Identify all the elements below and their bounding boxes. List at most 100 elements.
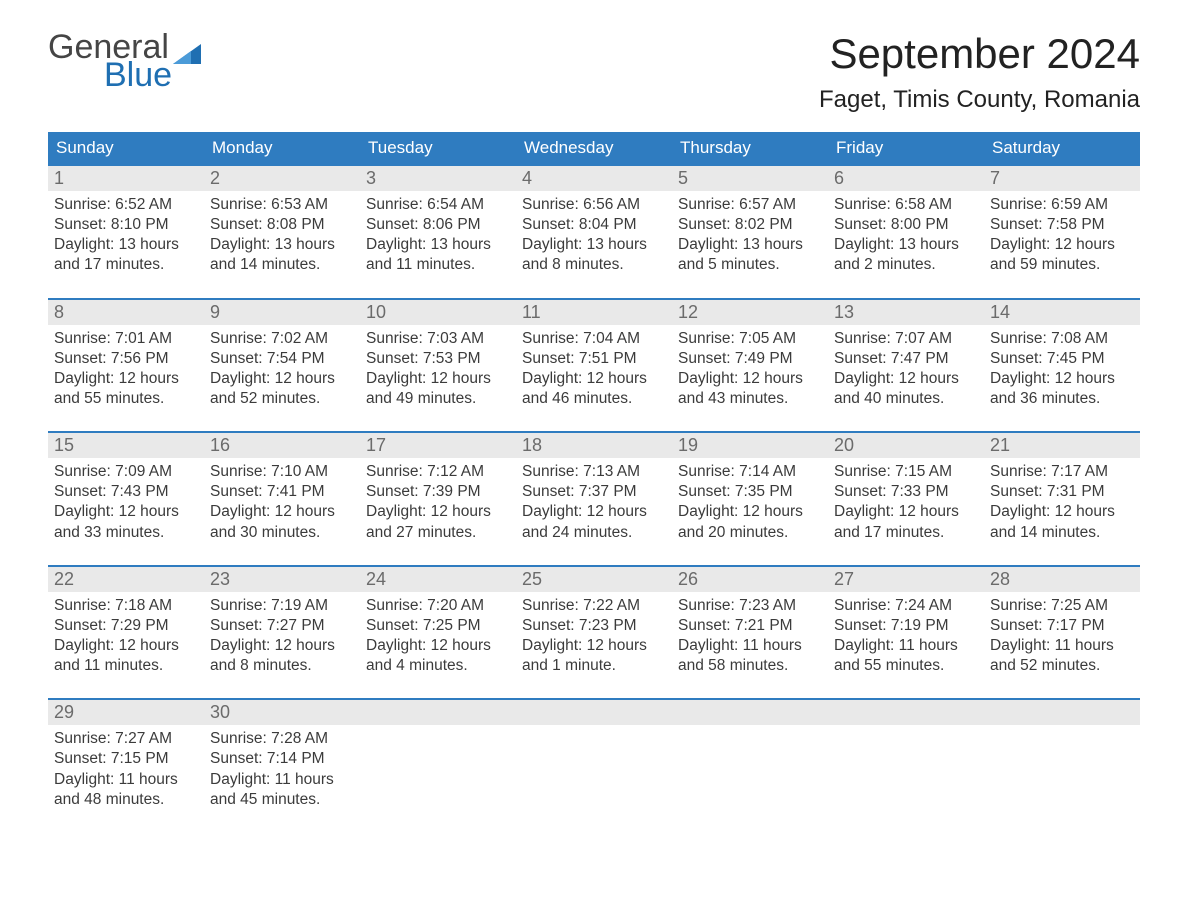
sunset-line: Sunset: 8:10 PM (54, 215, 198, 235)
day-cell: Sunrise: 6:59 AMSunset: 7:58 PMDaylight:… (984, 191, 1140, 298)
daylight-line: Daylight: 13 hours and 2 minutes. (834, 235, 978, 275)
sunrise-line: Sunrise: 7:25 AM (990, 596, 1134, 616)
day-cell: Sunrise: 7:18 AMSunset: 7:29 PMDaylight:… (48, 592, 204, 699)
day-number: 12 (672, 300, 828, 325)
sunrise-line: Sunrise: 7:09 AM (54, 462, 198, 482)
sunrise-line: Sunrise: 6:57 AM (678, 195, 822, 215)
week-row: 891011121314Sunrise: 7:01 AMSunset: 7:56… (48, 298, 1140, 432)
sunrise-line: Sunrise: 6:59 AM (990, 195, 1134, 215)
daylight-line: Daylight: 12 hours and 52 minutes. (210, 369, 354, 409)
title-block: September 2024 Faget, Timis County, Roma… (819, 30, 1140, 114)
daynum-row: 22232425262728 (48, 567, 1140, 592)
weekday-header-row: SundayMondayTuesdayWednesdayThursdayFrid… (48, 132, 1140, 164)
sunset-line: Sunset: 7:39 PM (366, 482, 510, 502)
day-number: 4 (516, 166, 672, 191)
day-cell: Sunrise: 7:08 AMSunset: 7:45 PMDaylight:… (984, 325, 1140, 432)
sunset-line: Sunset: 8:04 PM (522, 215, 666, 235)
sunset-line: Sunset: 8:08 PM (210, 215, 354, 235)
daylight-line: Daylight: 13 hours and 14 minutes. (210, 235, 354, 275)
day-cell: Sunrise: 7:04 AMSunset: 7:51 PMDaylight:… (516, 325, 672, 432)
daylight-line: Daylight: 12 hours and 17 minutes. (834, 502, 978, 542)
day-cell (984, 725, 1140, 832)
daylight-line: Daylight: 12 hours and 36 minutes. (990, 369, 1134, 409)
sunset-line: Sunset: 7:49 PM (678, 349, 822, 369)
day-cell: Sunrise: 7:27 AMSunset: 7:15 PMDaylight:… (48, 725, 204, 832)
sunrise-line: Sunrise: 7:03 AM (366, 329, 510, 349)
day-number: 11 (516, 300, 672, 325)
day-number: 3 (360, 166, 516, 191)
day-number: 8 (48, 300, 204, 325)
sunset-line: Sunset: 7:31 PM (990, 482, 1134, 502)
daylight-line: Daylight: 12 hours and 27 minutes. (366, 502, 510, 542)
sunset-line: Sunset: 7:43 PM (54, 482, 198, 502)
week-row: 15161718192021Sunrise: 7:09 AMSunset: 7:… (48, 431, 1140, 565)
header: General Blue September 2024 Faget, Timis… (48, 30, 1140, 114)
sunrise-line: Sunrise: 6:52 AM (54, 195, 198, 215)
day-number: 18 (516, 433, 672, 458)
day-cell: Sunrise: 7:09 AMSunset: 7:43 PMDaylight:… (48, 458, 204, 565)
sunrise-line: Sunrise: 7:23 AM (678, 596, 822, 616)
weekday-header: Tuesday (360, 132, 516, 164)
daylight-line: Daylight: 12 hours and 20 minutes. (678, 502, 822, 542)
day-number: 5 (672, 166, 828, 191)
day-number: 29 (48, 700, 204, 725)
day-number: 21 (984, 433, 1140, 458)
location: Faget, Timis County, Romania (819, 86, 1140, 114)
day-cell: Sunrise: 7:22 AMSunset: 7:23 PMDaylight:… (516, 592, 672, 699)
daylight-line: Daylight: 12 hours and 40 minutes. (834, 369, 978, 409)
day-cell: Sunrise: 7:24 AMSunset: 7:19 PMDaylight:… (828, 592, 984, 699)
daylight-line: Daylight: 12 hours and 30 minutes. (210, 502, 354, 542)
sunset-line: Sunset: 8:02 PM (678, 215, 822, 235)
day-cell: Sunrise: 7:25 AMSunset: 7:17 PMDaylight:… (984, 592, 1140, 699)
sunrise-line: Sunrise: 7:08 AM (990, 329, 1134, 349)
day-cell: Sunrise: 7:02 AMSunset: 7:54 PMDaylight:… (204, 325, 360, 432)
sunset-line: Sunset: 7:41 PM (210, 482, 354, 502)
daylight-line: Daylight: 12 hours and 33 minutes. (54, 502, 198, 542)
daylight-line: Daylight: 13 hours and 5 minutes. (678, 235, 822, 275)
sunrise-line: Sunrise: 7:28 AM (210, 729, 354, 749)
day-number: 28 (984, 567, 1140, 592)
day-number (672, 700, 828, 725)
sunrise-line: Sunrise: 7:17 AM (990, 462, 1134, 482)
daylight-line: Daylight: 11 hours and 55 minutes. (834, 636, 978, 676)
sunset-line: Sunset: 7:14 PM (210, 749, 354, 769)
daylight-line: Daylight: 12 hours and 49 minutes. (366, 369, 510, 409)
day-number: 13 (828, 300, 984, 325)
day-cell (516, 725, 672, 832)
daynum-row: 2930 (48, 700, 1140, 725)
weekday-header: Wednesday (516, 132, 672, 164)
sunrise-line: Sunrise: 7:27 AM (54, 729, 198, 749)
sunrise-line: Sunrise: 7:02 AM (210, 329, 354, 349)
sunset-line: Sunset: 8:06 PM (366, 215, 510, 235)
day-cell: Sunrise: 7:03 AMSunset: 7:53 PMDaylight:… (360, 325, 516, 432)
day-cell: Sunrise: 6:53 AMSunset: 8:08 PMDaylight:… (204, 191, 360, 298)
weekday-header: Saturday (984, 132, 1140, 164)
sunrise-line: Sunrise: 6:56 AM (522, 195, 666, 215)
day-cell: Sunrise: 7:28 AMSunset: 7:14 PMDaylight:… (204, 725, 360, 832)
day-number: 25 (516, 567, 672, 592)
day-number: 23 (204, 567, 360, 592)
day-cell: Sunrise: 7:14 AMSunset: 7:35 PMDaylight:… (672, 458, 828, 565)
day-cell: Sunrise: 7:01 AMSunset: 7:56 PMDaylight:… (48, 325, 204, 432)
weekday-header: Friday (828, 132, 984, 164)
sunset-line: Sunset: 8:00 PM (834, 215, 978, 235)
brand-line2: Blue (48, 58, 201, 92)
day-cell: Sunrise: 7:12 AMSunset: 7:39 PMDaylight:… (360, 458, 516, 565)
day-number: 16 (204, 433, 360, 458)
sunrise-line: Sunrise: 7:24 AM (834, 596, 978, 616)
day-cell: Sunrise: 7:10 AMSunset: 7:41 PMDaylight:… (204, 458, 360, 565)
day-number (828, 700, 984, 725)
daylight-line: Daylight: 12 hours and 8 minutes. (210, 636, 354, 676)
day-cell (828, 725, 984, 832)
day-number: 9 (204, 300, 360, 325)
sunrise-line: Sunrise: 7:14 AM (678, 462, 822, 482)
daylight-line: Daylight: 13 hours and 17 minutes. (54, 235, 198, 275)
daylight-line: Daylight: 13 hours and 8 minutes. (522, 235, 666, 275)
sunrise-line: Sunrise: 7:10 AM (210, 462, 354, 482)
daylight-line: Daylight: 12 hours and 4 minutes. (366, 636, 510, 676)
sunrise-line: Sunrise: 7:13 AM (522, 462, 666, 482)
day-cell: Sunrise: 7:07 AMSunset: 7:47 PMDaylight:… (828, 325, 984, 432)
day-number (360, 700, 516, 725)
daylight-line: Daylight: 12 hours and 24 minutes. (522, 502, 666, 542)
weekday-header: Monday (204, 132, 360, 164)
